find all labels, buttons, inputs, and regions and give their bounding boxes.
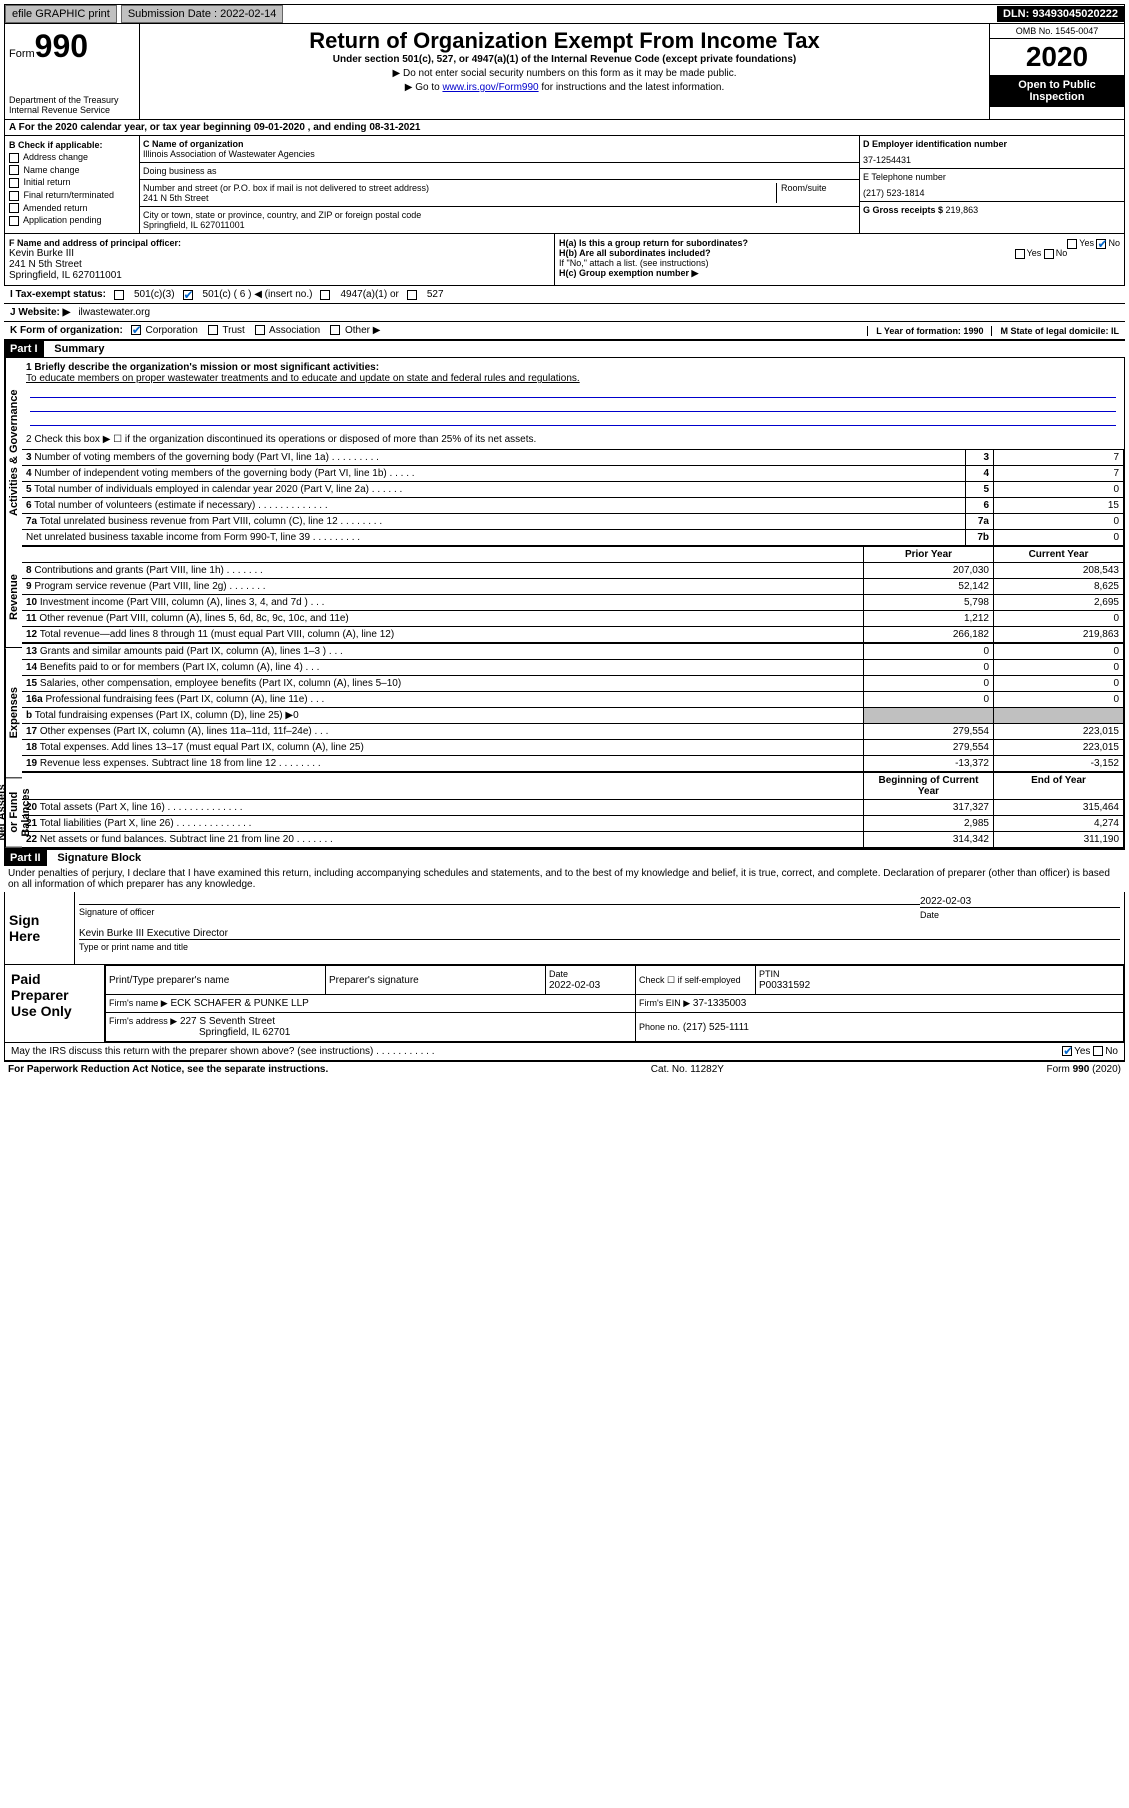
phone: (217) 523-1814 bbox=[863, 188, 1121, 198]
cb-k-3[interactable] bbox=[330, 325, 340, 335]
top-bar: efile GRAPHIC print Submission Date : 20… bbox=[4, 4, 1125, 24]
discuss-no[interactable] bbox=[1093, 1046, 1103, 1056]
form-number: 990 bbox=[35, 28, 88, 64]
form-header: Form990 Department of the Treasury Inter… bbox=[4, 24, 1125, 120]
paid-preparer: Paid Preparer Use Only Print/Type prepar… bbox=[4, 965, 1125, 1043]
form-word: Form bbox=[9, 48, 35, 60]
cb-amended-return[interactable] bbox=[9, 203, 19, 213]
open-inspection: Open to Public Inspection bbox=[990, 75, 1124, 107]
gross-receipts: 219,863 bbox=[946, 205, 979, 215]
box-c: C Name of organization Illinois Associat… bbox=[140, 136, 859, 233]
ha-no[interactable] bbox=[1096, 239, 1106, 249]
website: ilwastewater.org bbox=[78, 307, 150, 318]
subtitle: Under section 501(c), 527, or 4947(a)(1)… bbox=[144, 54, 985, 65]
cb-4947[interactable] bbox=[320, 290, 330, 300]
street: 241 N 5th Street bbox=[143, 193, 776, 203]
cb-address-change[interactable] bbox=[9, 153, 19, 163]
part2-hdr: Part II bbox=[4, 850, 47, 866]
vert-net: Net Assets or Fund Balances bbox=[5, 778, 22, 848]
hb-no[interactable] bbox=[1044, 249, 1054, 259]
mission: To educate members on proper wastewater … bbox=[26, 373, 1120, 384]
box-b: B Check if applicable: Address change Na… bbox=[5, 136, 140, 233]
line-k: K Form of organization: Corporation Trus… bbox=[4, 322, 1125, 340]
org-name: Illinois Association of Wastewater Agenc… bbox=[143, 149, 856, 159]
dept: Department of the Treasury Internal Reve… bbox=[9, 95, 135, 115]
vert-gov: Activities & Governance bbox=[5, 358, 22, 548]
submission-date: Submission Date : 2022-02-14 bbox=[121, 5, 284, 23]
cb-k-2[interactable] bbox=[255, 325, 265, 335]
penalty: Under penalties of perjury, I declare th… bbox=[4, 866, 1125, 892]
tax-exempt-row: I Tax-exempt status: 501(c)(3) 501(c) ( … bbox=[4, 286, 1125, 304]
ein: 37-1254431 bbox=[863, 155, 1121, 165]
vert-rev: Revenue bbox=[5, 548, 22, 648]
form-title: Return of Organization Exempt From Incom… bbox=[144, 28, 985, 54]
cb-k-0[interactable] bbox=[131, 325, 141, 335]
irs-link[interactable]: www.irs.gov/Form990 bbox=[442, 82, 538, 93]
part1-hdr: Part I bbox=[4, 341, 44, 357]
section-bcd: B Check if applicable: Address change Na… bbox=[4, 136, 1125, 234]
discuss-yes[interactable] bbox=[1062, 1046, 1072, 1056]
box-de: D Employer identification number 37-1254… bbox=[859, 136, 1124, 233]
box-fh: F Name and address of principal officer:… bbox=[4, 234, 1125, 286]
discuss-row: May the IRS discuss this return with the… bbox=[4, 1043, 1125, 1061]
efile-button[interactable]: efile GRAPHIC print bbox=[5, 5, 117, 23]
cb-name-change[interactable] bbox=[9, 165, 19, 175]
cb-501c[interactable] bbox=[183, 290, 193, 300]
cb-527[interactable] bbox=[407, 290, 417, 300]
website-row: J Website: ▶ ilwastewater.org bbox=[4, 304, 1125, 322]
cb-application-pending[interactable] bbox=[9, 216, 19, 226]
dln: DLN: 93493045020222 bbox=[997, 6, 1124, 22]
sign-here: Sign Here bbox=[5, 892, 75, 964]
cb-final-return/terminated[interactable] bbox=[9, 191, 19, 201]
hb-yes[interactable] bbox=[1015, 249, 1025, 259]
tax-year: 2020 bbox=[990, 39, 1124, 75]
ha-yes[interactable] bbox=[1067, 239, 1077, 249]
footer: For Paperwork Reduction Act Notice, see … bbox=[4, 1061, 1125, 1077]
cb-501c3[interactable] bbox=[114, 290, 124, 300]
line-a: A For the 2020 calendar year, or tax yea… bbox=[4, 120, 1125, 136]
vert-exp: Expenses bbox=[5, 648, 22, 778]
city: Springfield, IL 627011001 bbox=[143, 220, 856, 230]
omb: OMB No. 1545-0047 bbox=[990, 24, 1124, 39]
header-line1: ▶ Do not enter social security numbers o… bbox=[144, 68, 985, 79]
cb-initial-return[interactable] bbox=[9, 178, 19, 188]
header-line2: ▶ Go to www.irs.gov/Form990 for instruct… bbox=[144, 82, 985, 93]
cb-k-1[interactable] bbox=[208, 325, 218, 335]
